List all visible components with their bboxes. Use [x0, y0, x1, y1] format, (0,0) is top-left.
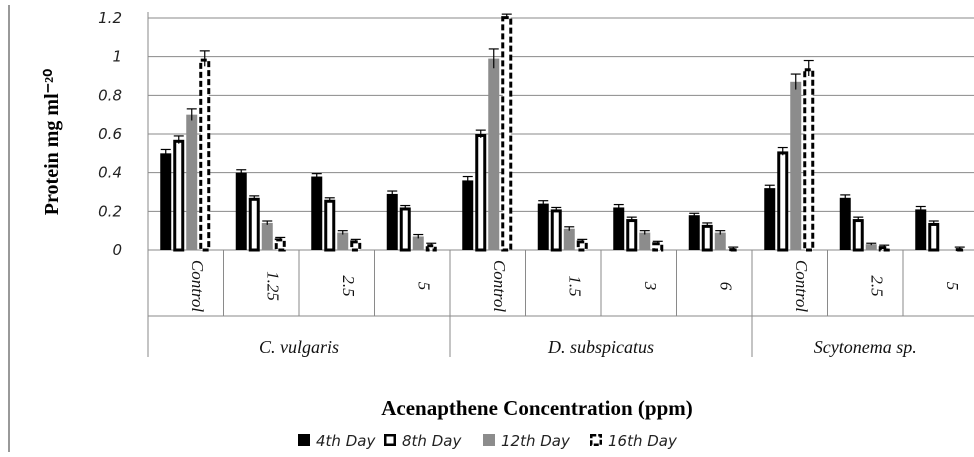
legend-label: 4th Day: [316, 432, 376, 450]
x-axis: Control 1.25 2.5 5 Control 1.5 3 6 Control 2.5 5 C.…: [148, 250, 974, 357]
bar-12th-day: [186, 114, 198, 251]
y-axis-label: Protein mg ml⁻²⁰: [41, 69, 63, 215]
bar-4th-day: [764, 188, 776, 250]
bar-4th-day: [915, 209, 927, 250]
legend-swatch: [384, 434, 396, 446]
y-tick-label: 0.8: [98, 86, 122, 104]
bar-16th-day: [199, 58, 211, 252]
bar-12th-day: [261, 222, 273, 250]
bar-4th-day: [462, 180, 474, 250]
category-label: 6: [716, 282, 735, 291]
category-label: 2.5: [339, 275, 358, 296]
y-tick-labels: 0 0.2 0.4 0.6 0.8 1 1.2: [98, 9, 122, 259]
category-label: 3: [641, 281, 660, 291]
bar-12th-day: [488, 58, 500, 250]
bar-16th-day: [576, 240, 588, 252]
bar-12th-day: [865, 244, 877, 250]
bar-4th-day: [537, 203, 549, 250]
bar-8th-day: [550, 209, 562, 252]
bar-16th-day: [803, 68, 815, 252]
bar-12th-day: [790, 81, 802, 250]
x-axis-label: Acenapthene Concentration (ppm): [381, 396, 692, 420]
bar-8th-day: [626, 219, 638, 252]
error-bars: [160, 13, 965, 250]
category-label: Control: [188, 260, 207, 313]
bar-8th-day: [928, 222, 940, 252]
bars: [160, 16, 966, 252]
y-tick-label: 0: [112, 241, 122, 259]
bar-8th-day: [852, 219, 864, 252]
legend-swatch: [483, 434, 495, 446]
y-tick-label: 0.2: [98, 202, 122, 220]
category-label: 5: [943, 282, 962, 291]
bar-8th-day: [399, 207, 411, 252]
bar-4th-day: [235, 172, 247, 250]
category-label: Control: [490, 260, 509, 313]
bar-16th-day: [274, 238, 286, 252]
bar-16th-day: [652, 242, 664, 252]
bar-12th-day: [714, 232, 726, 250]
bar-4th-day: [688, 215, 700, 250]
group-label: Scytonema sp.: [814, 337, 917, 357]
bar-8th-day: [777, 151, 789, 252]
bar-8th-day: [475, 134, 487, 252]
bar-4th-day: [160, 153, 172, 250]
legend: 4th Day 8th Day 12th Day 16th Day: [298, 432, 678, 450]
legend-label: 12th Day: [501, 432, 571, 450]
category-label: Control: [792, 260, 811, 313]
y-tick-label: 0.6: [98, 125, 122, 143]
bar-4th-day: [386, 193, 398, 250]
bar-4th-day: [839, 197, 851, 250]
bar-16th-day: [878, 246, 890, 252]
legend-swatch: [590, 434, 602, 446]
bar-4th-day: [613, 207, 625, 250]
y-tick-label: 0.4: [98, 164, 122, 182]
bar-16th-day: [350, 240, 362, 252]
bar-12th-day: [412, 236, 424, 250]
group-label: C. vulgaris: [259, 337, 339, 357]
category-label: 1.25: [263, 271, 282, 301]
category-label: 2.5: [867, 275, 886, 296]
bar-4th-day: [311, 176, 323, 250]
bar-16th-day: [501, 16, 513, 252]
bar-12th-day: [337, 232, 349, 250]
bar-8th-day: [701, 224, 713, 252]
bar-8th-day: [324, 199, 336, 252]
legend-label: 16th Day: [608, 432, 678, 450]
legend-swatch: [298, 434, 310, 446]
bar-8th-day: [173, 139, 185, 252]
bar-12th-day: [639, 232, 651, 250]
group-label: D. subspicatus: [547, 337, 654, 357]
y-tick-label: 1.2: [98, 9, 122, 27]
bar-16th-day: [425, 244, 437, 252]
y-tick-label: 1: [112, 48, 122, 66]
bar-12th-day: [563, 228, 575, 250]
category-label: 5: [414, 282, 433, 291]
bar-8th-day: [248, 197, 260, 252]
legend-label: 8th Day: [402, 432, 462, 450]
category-label: 1.5: [565, 275, 584, 296]
grid-lines: [147, 12, 974, 357]
frame-left-line: [8, 5, 10, 452]
